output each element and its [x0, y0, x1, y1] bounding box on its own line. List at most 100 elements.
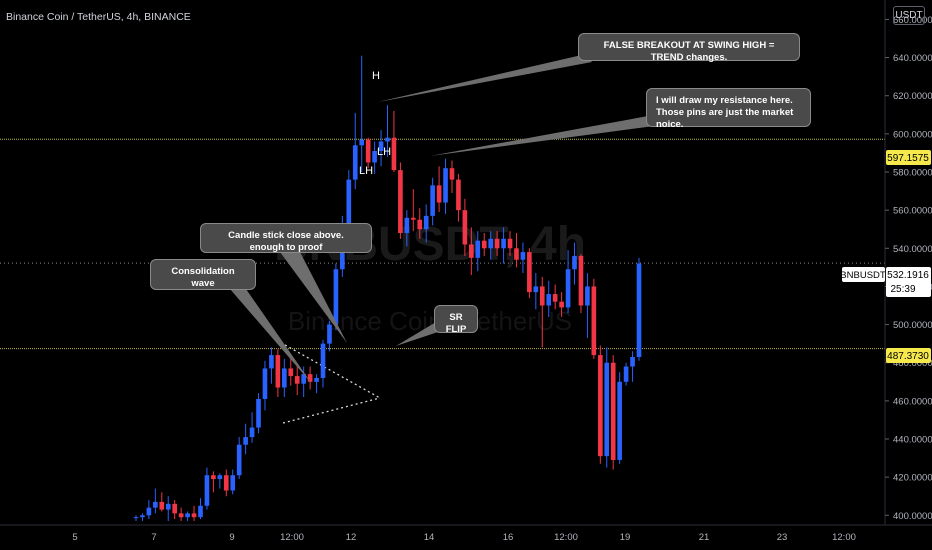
resistance-text-line2: Those pins are just the market noice. — [656, 107, 794, 130]
candle-body — [546, 294, 552, 306]
candle-body — [307, 374, 313, 382]
candle-body — [262, 368, 268, 399]
y-tick-label: 480.0000 — [893, 358, 932, 369]
consolidation-text: Consolidation wave — [171, 266, 235, 289]
candle-body — [178, 513, 184, 518]
y-tick-label: 620.0000 — [893, 91, 932, 102]
candle-body — [211, 475, 216, 480]
candle-body — [223, 475, 229, 491]
false-breakout-pointer — [378, 54, 592, 102]
y-tick-label: 600.0000 — [893, 129, 932, 140]
candle-body — [501, 238, 506, 249]
candle-body — [398, 170, 403, 234]
candle-body — [585, 286, 590, 306]
candle-body — [623, 366, 629, 382]
swing-label: H — [372, 70, 380, 82]
candle-body — [417, 219, 423, 230]
resistance-tag: 597.1575 — [887, 153, 929, 164]
candle-body — [133, 517, 139, 519]
support-tag-bg — [886, 348, 931, 363]
resistance-tag-bg — [886, 150, 931, 165]
candle-body — [249, 427, 255, 438]
sr-flip-pointer — [396, 322, 444, 346]
candle-body — [456, 179, 461, 211]
candle-body — [597, 355, 603, 457]
y-tick-label: 440.0000 — [893, 434, 932, 445]
currency-button[interactable]: USDT — [893, 6, 925, 25]
y-tick-label: 580.0000 — [893, 168, 932, 179]
candle-body — [294, 376, 300, 384]
resistance-callout: I will draw my resistance here. Those pi… — [646, 88, 811, 130]
candlesticks — [133, 55, 642, 521]
candle-body — [443, 168, 448, 203]
candle-body — [559, 301, 564, 308]
x-tick-label: 5 — [72, 532, 77, 543]
candle-close-pointer — [280, 252, 347, 343]
candle-body — [552, 294, 558, 302]
swing-label: LH — [359, 165, 373, 177]
y-tick-label: 400.0000 — [893, 511, 932, 522]
candle-body — [159, 501, 165, 510]
candle-body — [359, 139, 365, 146]
candle-body — [391, 137, 397, 171]
candle-body — [385, 137, 390, 142]
candle-body — [449, 168, 455, 180]
price-axis: 400.0000 420.0000 440.0000 460.0000 480.0000… — [884, 0, 932, 525]
candle-close-text: Candle stick close above. enough to proo… — [228, 230, 344, 253]
candle-body — [327, 324, 332, 344]
resistance-pointer — [430, 116, 654, 156]
swing-labels: H LH LH — [359, 70, 391, 177]
candle-body — [481, 240, 487, 249]
candle-body — [630, 356, 635, 367]
x-tick-label: 14 — [424, 532, 435, 543]
resistance-text-line1: I will draw my resistance here. — [656, 95, 793, 106]
x-tick-label: 12 — [346, 532, 357, 543]
candle-body — [256, 398, 261, 428]
candle-body — [146, 507, 152, 516]
candle-body — [372, 151, 377, 163]
candle-body — [488, 238, 494, 249]
sr-flip-text: SR FLIP — [445, 312, 467, 335]
countdown-tag: 25:39 — [890, 284, 915, 295]
candle-body — [410, 217, 416, 220]
candle-body — [153, 501, 158, 508]
x-tick-label: 19 — [620, 532, 631, 543]
consolidation-pointer — [230, 289, 312, 384]
candle-body — [320, 343, 326, 378]
candle-body — [314, 377, 319, 382]
candle-body — [520, 252, 526, 260]
x-tick-label: 7 — [151, 532, 156, 543]
current-price-tag: 532.1916 — [887, 270, 929, 281]
candle-body — [185, 513, 190, 518]
horizontal-levels — [0, 138, 885, 350]
candle-body — [572, 255, 577, 270]
x-tick-label: 23 — [777, 532, 788, 543]
chart-title: Binance Coin / TetherUS, 4h, BINANCE — [6, 11, 191, 23]
sr-flip-callout: SR FLIP — [434, 305, 478, 335]
swing-label: LH — [377, 146, 391, 158]
candle-body — [236, 444, 242, 476]
candle-body — [494, 238, 500, 249]
candle-body — [301, 374, 306, 384]
current-price-tag-bg — [886, 267, 931, 297]
candle-body — [604, 362, 610, 457]
candle-body — [430, 185, 435, 216]
candle-body — [333, 269, 339, 325]
candle-body — [346, 179, 352, 230]
candle-body — [404, 217, 410, 234]
candle-body — [275, 355, 281, 388]
candle-body — [475, 240, 481, 258]
candle-body — [507, 238, 513, 249]
x-tick-label: 12:00 — [280, 532, 304, 543]
x-tick-label: 16 — [503, 532, 514, 543]
candle-body — [191, 513, 197, 518]
candle-body — [352, 145, 358, 180]
candle-body — [288, 368, 294, 377]
y-tick-label: 660.0000 — [893, 15, 932, 26]
candle-body — [578, 255, 584, 306]
y-tick-label: 540.0000 — [893, 244, 932, 255]
y-tick-label: 560.0000 — [893, 206, 932, 217]
candle-body — [243, 437, 248, 445]
candle-body — [172, 503, 178, 514]
